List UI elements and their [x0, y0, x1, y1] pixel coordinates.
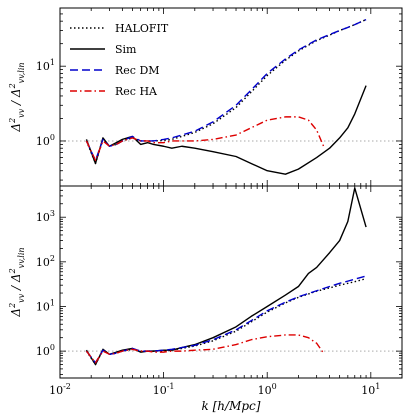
legend-label: Rec DM	[115, 64, 160, 77]
series-line-rec-ha	[85, 334, 325, 364]
y-tick-label: 103	[36, 209, 55, 224]
y-tick-label: 101	[36, 58, 55, 73]
series-line-rec-ha	[85, 116, 325, 162]
series-line-rec-dm	[85, 275, 367, 364]
plot-frame	[59, 7, 403, 187]
series-line-sim	[85, 187, 367, 366]
series-line-sim	[85, 85, 367, 175]
x-tick-label: 10-1	[153, 382, 175, 397]
y-axis-label: Δ2vv / Δ2vv,lin	[8, 247, 26, 317]
legend-label: Rec HA	[115, 85, 158, 98]
plot-frame	[59, 185, 403, 379]
y-tick-label: 102	[36, 254, 55, 269]
y-axis-label: Δ2vv / Δ2vv,lin	[8, 62, 26, 132]
y-tick-label: 100	[36, 343, 55, 358]
x-tick-label: 10-2	[49, 382, 71, 397]
x-axis-label: k [h/Mpc]	[202, 399, 261, 413]
x-tick-label: 101	[361, 382, 380, 397]
x-tick-label: 100	[258, 382, 277, 397]
legend-label: HALOFIT	[115, 22, 169, 35]
y-tick-label: 101	[36, 298, 55, 313]
bottom-panel: 100 101 102 103 Δ2vv / Δ2vv,lin	[8, 185, 403, 379]
legend: HALOFIT Sim Rec DM Rec HA	[70, 22, 169, 98]
x-axis: 10-2 10-1 100 101 k [h/Mpc]	[49, 382, 380, 413]
top-panel: 100 101 Δ2vv / Δ2vv,lin	[8, 7, 403, 187]
y-tick-label: 100	[36, 133, 55, 148]
legend-label: Sim	[115, 43, 137, 56]
